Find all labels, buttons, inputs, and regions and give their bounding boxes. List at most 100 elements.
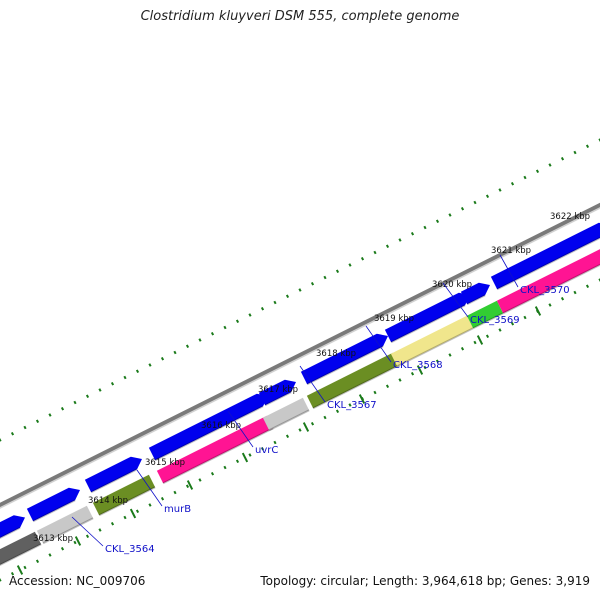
reverse-feature-3-shade bbox=[98, 486, 156, 517]
outer-tick-19 bbox=[223, 325, 227, 330]
tick-label-8: 3620 kbp bbox=[432, 280, 472, 290]
tick-label-10: 3622 kbp bbox=[550, 212, 590, 222]
outer-tick-21 bbox=[248, 313, 252, 317]
gene-label-6: CKL_3569 bbox=[470, 315, 520, 326]
forward-cds-4 bbox=[148, 393, 268, 461]
reverse-feature-2 bbox=[36, 505, 94, 544]
outer-tick-1 bbox=[0, 438, 2, 442]
reverse-feature-1 bbox=[0, 531, 42, 565]
inner-tick-4 bbox=[35, 559, 40, 564]
reverse-feature-5-shade bbox=[268, 409, 310, 432]
inner-tick-47 bbox=[573, 290, 577, 295]
outer-tick-2 bbox=[10, 431, 15, 436]
inner-tick-45 bbox=[548, 303, 552, 307]
outer-tick-39 bbox=[473, 200, 477, 205]
tick-labels: 3613 kbp 3614 kbp 3615 kbp 3616 kbp 3617 kbp… bbox=[33, 212, 590, 544]
outer-tick-23 bbox=[273, 300, 277, 305]
inner-tick-17 bbox=[198, 478, 202, 482]
gene-leader-7 bbox=[499, 254, 519, 288]
outer-tick-12 bbox=[135, 369, 140, 374]
outer-tick-18 bbox=[210, 331, 215, 336]
inner-tick-16 bbox=[185, 484, 190, 489]
major-tick-10 bbox=[534, 306, 542, 316]
reverse-feature-1-shade bbox=[0, 543, 42, 566]
outer-tick-25 bbox=[298, 288, 302, 292]
inner-tick-12 bbox=[135, 509, 140, 514]
inner-tick-19 bbox=[223, 465, 227, 470]
reverse-feature-5 bbox=[262, 397, 310, 431]
major-tick-2 bbox=[74, 536, 82, 546]
outer-tick-11 bbox=[123, 375, 127, 380]
inner-tick-39 bbox=[473, 340, 477, 345]
outer-tick-9 bbox=[98, 388, 102, 392]
outer-tick-46 bbox=[560, 156, 565, 161]
accession-text: Accession: NC_009706 bbox=[9, 574, 146, 588]
inner-tick-37 bbox=[448, 353, 452, 357]
inner-tick-43 bbox=[523, 315, 527, 320]
major-tick-3 bbox=[129, 508, 137, 519]
major-tick-5 bbox=[241, 452, 249, 463]
outer-tick-15 bbox=[173, 350, 177, 355]
inner-tick-3 bbox=[23, 565, 27, 570]
inner-tick-22 bbox=[260, 446, 265, 451]
outer-tick-35 bbox=[423, 225, 427, 230]
forward-strand-features bbox=[0, 222, 600, 539]
forward-cds-7-shade bbox=[390, 304, 466, 344]
gene-labels: CKL_3564 murB uvrC CKL_3567 CKL_3568 CKL_3569… bbox=[71, 254, 570, 555]
outer-tick-20 bbox=[235, 319, 240, 324]
outer-tick-10 bbox=[110, 381, 115, 386]
outer-tick-17 bbox=[198, 338, 202, 342]
outer-tick-34 bbox=[410, 231, 415, 236]
inner-tick-26 bbox=[310, 421, 315, 426]
forward-cds-9-shade bbox=[496, 236, 600, 291]
forward-cds-3-shade bbox=[90, 468, 138, 494]
inner-tick-11 bbox=[123, 515, 127, 520]
inner-tick-2 bbox=[10, 571, 15, 576]
outer-tick-47 bbox=[573, 150, 577, 155]
outer-tick-16 bbox=[185, 344, 190, 349]
map-title: Clostridium kluyveri DSM 555, complete g… bbox=[140, 9, 460, 24]
tick-label-1: 3613 kbp bbox=[33, 534, 73, 544]
outer-tick-7 bbox=[73, 400, 77, 405]
outer-tick-33 bbox=[398, 238, 402, 242]
outer-tick-13 bbox=[148, 363, 152, 367]
major-tick-7 bbox=[358, 394, 366, 404]
gene-label-5: CKL_3568 bbox=[393, 360, 443, 371]
reverse-feature-8 bbox=[466, 300, 504, 329]
forward-cds-6 bbox=[300, 333, 388, 385]
inner-tick-46 bbox=[560, 296, 565, 301]
inner-tick-20 bbox=[235, 459, 240, 464]
inner-tick-18 bbox=[210, 471, 215, 476]
inner-tick-1 bbox=[0, 578, 2, 582]
gene-label-4: CKL_3567 bbox=[327, 400, 377, 411]
inner-tick-36 bbox=[435, 359, 440, 364]
tick-label-7: 3619 kbp bbox=[374, 314, 414, 324]
tick-label-5: 3617 kbp bbox=[258, 385, 298, 395]
inner-tick-28 bbox=[335, 409, 340, 414]
forward-cds-3 bbox=[84, 456, 142, 493]
inner-tick-15 bbox=[173, 490, 177, 495]
reverse-feature-7-shade bbox=[396, 327, 474, 368]
inner-tick-6 bbox=[60, 546, 65, 551]
reverse-feature-8-shade bbox=[472, 312, 504, 330]
outer-tick-32 bbox=[385, 244, 390, 249]
forward-cds-1-shade bbox=[0, 526, 21, 539]
outer-tick-22 bbox=[260, 306, 265, 311]
inner-tick-34 bbox=[410, 371, 415, 376]
reverse-feature-7 bbox=[390, 315, 474, 367]
outer-tick-30 bbox=[360, 256, 365, 261]
reverse-feature-4 bbox=[156, 415, 274, 484]
reverse-strand-features bbox=[0, 249, 600, 566]
inner-tick-35 bbox=[423, 365, 427, 370]
outer-tick-37 bbox=[448, 213, 452, 217]
gene-leader-3 bbox=[227, 410, 254, 448]
inner-tick-24 bbox=[285, 434, 290, 439]
inner-tick-42 bbox=[510, 321, 515, 326]
outer-tick-24 bbox=[285, 294, 290, 299]
tick-label-6: 3618 kbp bbox=[316, 349, 356, 359]
outer-tick-5 bbox=[48, 413, 52, 417]
forward-cds-1 bbox=[0, 515, 25, 538]
outer-tick-29 bbox=[348, 263, 352, 267]
major-tick-6 bbox=[302, 422, 310, 432]
